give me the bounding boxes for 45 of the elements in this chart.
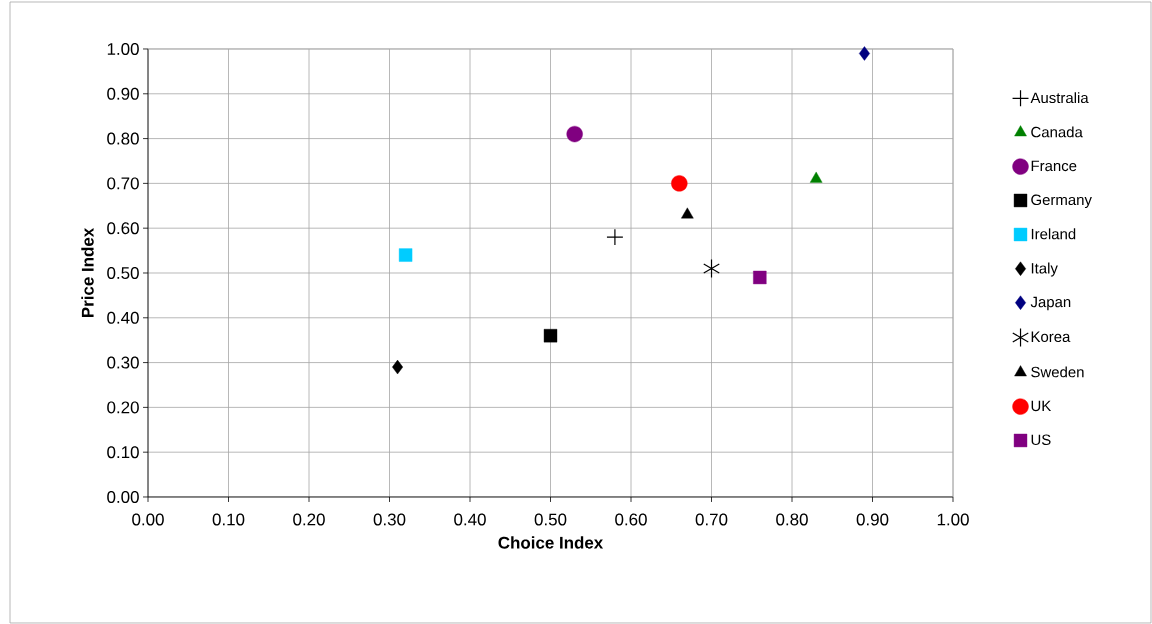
x-tick-label: 0.30 [373, 513, 406, 526]
x-axis-title: Choice Index [498, 536, 604, 549]
y-tick-label: 0.60 [107, 222, 139, 235]
point [753, 270, 767, 285]
point [809, 171, 823, 183]
legend-label: Canada [1031, 126, 1083, 138]
point [859, 46, 870, 61]
legend-label: France [1031, 160, 1077, 172]
legend-label: Germany [1031, 194, 1092, 209]
point [566, 125, 583, 143]
point [681, 207, 694, 219]
x-tick-label: 0.60 [615, 513, 647, 526]
y-tick-label: 0.00 [107, 490, 139, 503]
y-tick-label: 0.20 [107, 401, 139, 414]
y-tick-label: 0.50 [107, 266, 139, 279]
x-tick-label: 0.40 [454, 513, 486, 526]
point [606, 228, 624, 246]
y-tick-label: 1.00 [107, 42, 139, 55]
y-tick-label: 0.30 [107, 356, 139, 369]
y-tick-label: 0.40 [107, 311, 139, 324]
x-tick-label: 0.10 [212, 513, 245, 526]
x-tick-label: 1.00 [937, 513, 969, 526]
point [703, 258, 720, 279]
y-tick-label: 0.10 [107, 446, 139, 459]
y-axis-title: Price Index [81, 227, 94, 318]
point [543, 329, 558, 343]
x-tick-label: 0.20 [293, 513, 325, 526]
legend-label: Korea [1031, 331, 1071, 343]
legend-label: US [1031, 434, 1051, 446]
legend-label: UK [1031, 400, 1052, 412]
x-tick-label: 0.90 [856, 513, 889, 526]
y-tick-label: 0.80 [107, 132, 139, 145]
point [398, 248, 413, 262]
legend-label: Australia [1030, 92, 1089, 104]
legend-label: Sweden [1031, 366, 1084, 378]
x-tick-label: 0.50 [534, 513, 567, 526]
legend-label: Italy [1031, 262, 1058, 277]
x-tick-label: 0.70 [695, 513, 728, 526]
point [671, 175, 688, 192]
x-tick-label: 0.80 [776, 513, 808, 526]
legend-label: Ireland [1031, 228, 1076, 240]
legend-label: Japan [1030, 296, 1071, 311]
y-tick-label: 0.90 [107, 87, 139, 100]
x-tick-label: 0.00 [132, 513, 164, 526]
y-tick-label: 0.70 [107, 177, 139, 190]
